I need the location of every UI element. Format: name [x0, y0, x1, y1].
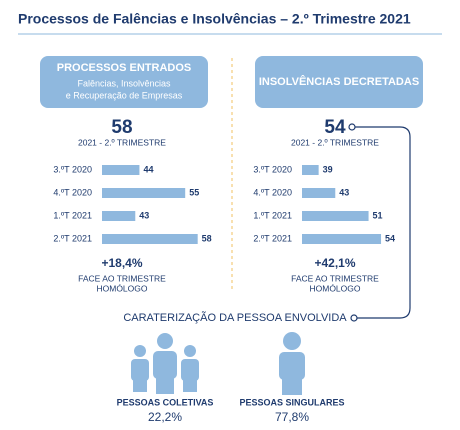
header: INSOLVÊNCIAS DECRETADAS: [259, 75, 419, 88]
total: 58: [111, 117, 132, 138]
change-label: HOMÓLOGO: [96, 283, 147, 293]
bar: [102, 188, 186, 198]
header-box: [255, 56, 423, 108]
value-label: 44: [143, 164, 153, 174]
header-box: [40, 56, 208, 108]
subheader: Falências, Insolvências: [77, 78, 171, 88]
icon-person: [279, 332, 305, 395]
connector-dot: [348, 123, 356, 131]
category-label: 4.ºT 2020: [53, 187, 92, 197]
value-label: 55: [189, 187, 199, 197]
bar: [302, 211, 369, 221]
value-label: 43: [339, 187, 349, 197]
group-value: 77,8%: [275, 410, 309, 424]
section-title: CARATERIZAÇÃO DA PESSOA ENVOLVIDA: [123, 311, 347, 324]
category-label: 1.ºT 2021: [53, 210, 92, 220]
title: Processos de Falências e Insolvências – …: [18, 11, 411, 27]
bar: [302, 165, 319, 175]
change-label: FACE AO TRIMESTRE: [78, 273, 166, 283]
change-label: HOMÓLOGO: [309, 283, 360, 293]
group-value: 22,2%: [148, 410, 182, 424]
category-label: 2.ºT 2021: [253, 233, 292, 243]
bar: [302, 234, 382, 244]
category-label: 3.ºT 2020: [253, 164, 292, 174]
connector: [352, 126, 411, 319]
value-label: 39: [323, 164, 333, 174]
category-label: 3.ºT 2020: [53, 164, 92, 174]
category-label: 2.ºT 2021: [53, 233, 92, 243]
bar: [302, 188, 336, 198]
change: +18,4%: [101, 256, 142, 270]
subheader: e Recuperação de Empresas: [66, 90, 183, 100]
icon-group: [131, 333, 199, 394]
value-label: 43: [139, 210, 149, 220]
bar: [102, 234, 198, 244]
group-label: PESSOAS SINGULARES: [239, 397, 344, 407]
connector-dot: [350, 314, 358, 322]
total-label: 2021 - 2.º TRIMESTRE: [291, 137, 379, 147]
bar: [102, 165, 140, 175]
total: 54: [324, 117, 346, 138]
category-label: 4.ºT 2020: [253, 187, 292, 197]
value-label: 54: [385, 233, 395, 243]
category-label: 1.ºT 2021: [253, 210, 292, 220]
change: +42,1%: [314, 256, 355, 270]
total-label: 2021 - 2.º TRIMESTRE: [78, 137, 166, 147]
change-label: FACE AO TRIMESTRE: [291, 273, 379, 283]
value-label: 51: [373, 210, 383, 220]
group-label: PESSOAS COLETIVAS: [117, 397, 214, 407]
bar: [102, 211, 136, 221]
header: PROCESSOS ENTRADOS: [57, 62, 191, 74]
value-label: 58: [202, 233, 212, 243]
